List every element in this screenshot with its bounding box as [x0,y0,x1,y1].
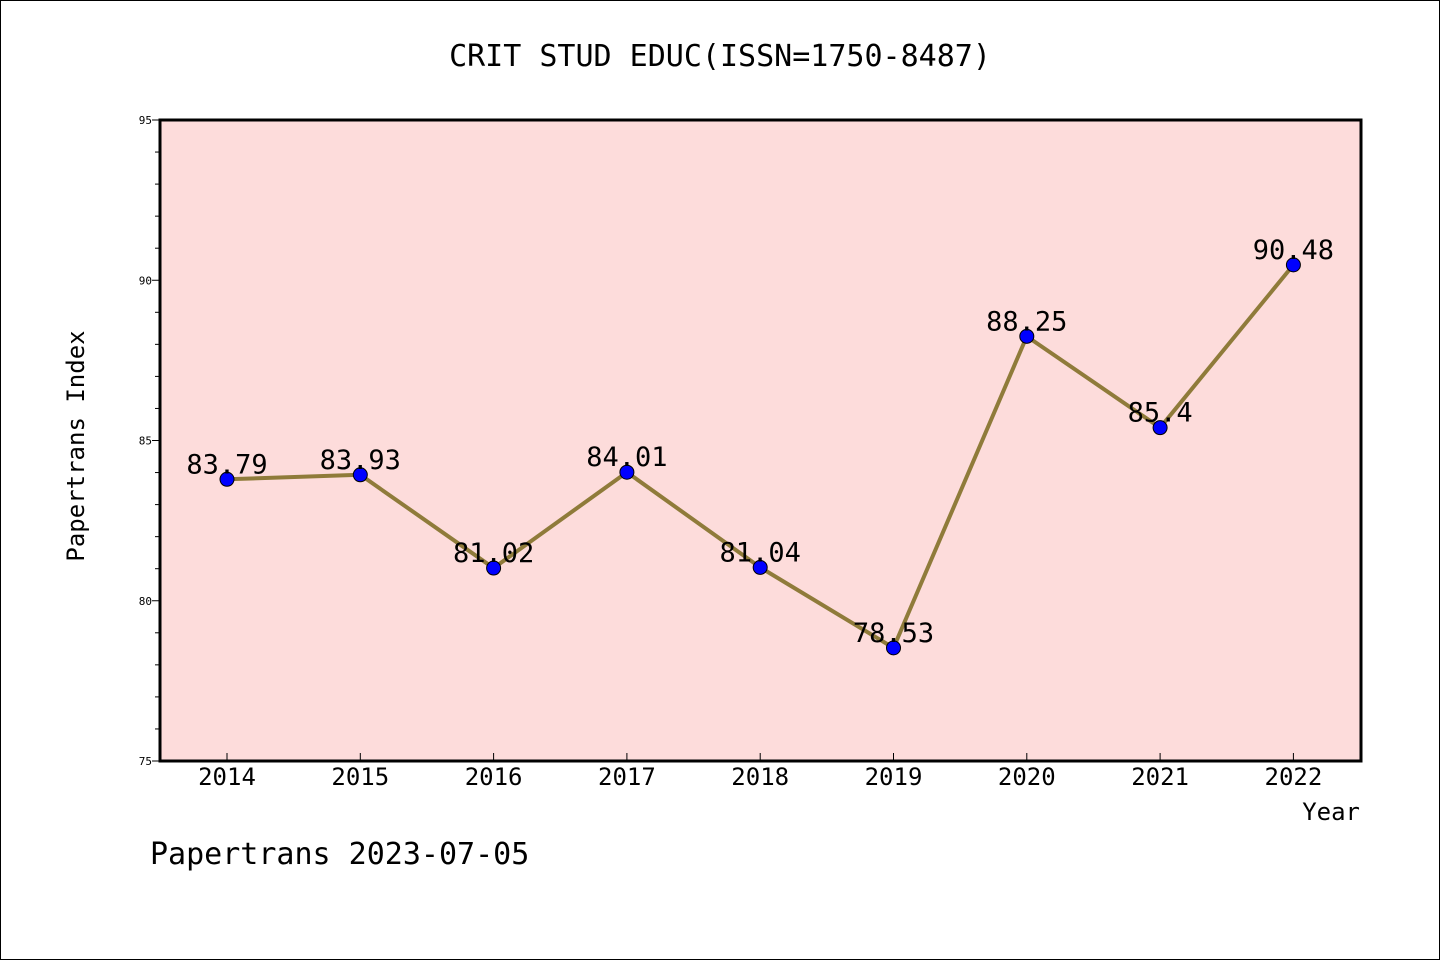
data-label: 83.79 [186,449,267,480]
data-label: 81.02 [453,538,534,569]
y-tick-label: 80 [139,595,152,608]
data-point-marker [752,559,768,575]
footer-stamp: Papertrans 2023-07-05 [150,837,529,872]
data-point-marker [1152,420,1168,436]
x-tick-label: 2019 [865,763,923,791]
data-label: 78.53 [853,618,934,649]
data-point-marker [486,560,502,576]
y-axis-label: Papertrans Index [62,330,90,561]
data-point-marker [619,464,635,480]
x-tick-label: 2022 [1265,763,1323,791]
data-point-marker [219,471,235,487]
data-point-marker [1019,328,1035,344]
data-labels: 83.79 83.93 81.02 84.01 81.04 78.53 88.25 85.4 9… [186,235,1334,649]
data-label: 84.01 [586,442,667,473]
plot-area [158,118,1363,763]
chart-title: CRIT STUD EDUC(ISSN=1750-8487) [449,39,991,74]
y-tick-label: 90 [139,274,152,287]
series-markers [219,257,1301,656]
x-tick-label: 2016 [465,763,523,791]
x-tick-label: 2014 [198,763,256,791]
x-tick-label: 2021 [1131,763,1189,791]
data-point-marker [352,467,368,483]
x-axis: 2014 2015 2016 2017 2018 2019 2020 2021 2022 [198,753,1322,791]
data-label: 85.4 [1128,398,1193,429]
y-tick-label: 75 [139,755,152,768]
data-label: 83.93 [320,445,401,476]
data-label: 88.25 [986,306,1067,337]
data-point-marker [886,640,901,656]
x-tick-label: 2018 [731,763,789,791]
data-label: 90.48 [1253,235,1334,266]
x-tick-label: 2020 [998,763,1056,791]
y-axis: 75 80 85 90 95 [139,114,160,768]
x-tick-label: 2015 [331,763,389,791]
y-tick-label: 85 [139,435,152,448]
x-axis-label: Year [1302,798,1360,826]
y-tick-label: 95 [139,114,152,127]
data-label: 81.04 [720,537,801,568]
data-point-marker [1285,257,1301,273]
x-tick-label: 2017 [598,763,656,791]
